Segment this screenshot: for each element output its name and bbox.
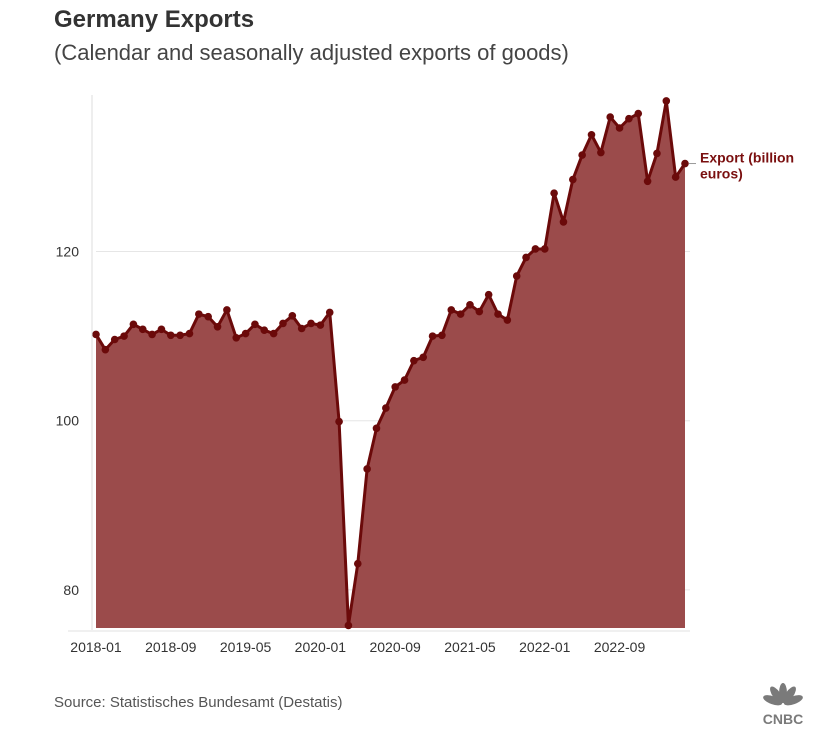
data-point (325, 308, 334, 317)
data-point (438, 331, 446, 340)
data-point (316, 321, 325, 329)
data-point (185, 329, 194, 338)
y-tick-label: 100 (56, 413, 80, 429)
y-tick-label: 120 (56, 244, 80, 260)
data-point (634, 109, 643, 118)
data-point (260, 326, 269, 335)
x-tick-label: 2020-09 (369, 639, 421, 655)
data-point (223, 306, 231, 314)
data-point (419, 353, 428, 362)
data-point (213, 323, 222, 331)
series-label: Export (billion euros) (700, 150, 794, 182)
area-chart: 80 100 120 2018-01 2018-09 2019-05 2020-01 202… (56, 95, 794, 655)
data-point (288, 312, 297, 320)
logo-text: CNBC (763, 711, 803, 726)
data-point (410, 356, 418, 365)
data-point (344, 621, 353, 630)
data-point (232, 334, 241, 342)
data-point (587, 130, 596, 139)
data-point (597, 148, 605, 157)
y-tick-label: 80 (63, 582, 79, 598)
data-point (372, 424, 381, 433)
data-point (101, 345, 110, 354)
data-point (550, 189, 558, 197)
x-tick-label: 2022-09 (594, 639, 646, 655)
x-tick-label: 2019-05 (220, 639, 272, 655)
data-point (522, 253, 530, 262)
data-point (447, 306, 456, 314)
data-point (540, 245, 549, 253)
data-point (512, 272, 521, 280)
data-point (606, 113, 615, 121)
chart-subtitle: (Calendar and seasonally adjusted export… (54, 40, 569, 65)
data-point (382, 404, 390, 412)
data-point (466, 301, 474, 309)
data-point (671, 173, 680, 181)
data-point (251, 320, 259, 329)
x-tick-label: 2018-09 (145, 639, 197, 655)
series-legend: Export (billion euros) (689, 150, 794, 182)
data-point (400, 376, 409, 384)
chart-title: Germany Exports (54, 6, 255, 33)
x-tick-label: 2020-01 (295, 639, 347, 655)
data-point (578, 151, 586, 159)
data-point (494, 310, 502, 318)
data-point (129, 320, 138, 329)
x-tick-label: 2021-05 (444, 639, 496, 655)
data-point (503, 316, 512, 324)
data-point (662, 97, 671, 105)
data-point (307, 319, 315, 328)
data-point (391, 383, 399, 391)
data-point (241, 329, 250, 338)
data-point (484, 290, 493, 299)
data-point (148, 330, 156, 339)
data-point (643, 177, 652, 186)
x-axis: 2018-01 2018-09 2019-05 2020-01 2020-09 2021-… (68, 95, 690, 655)
data-point (531, 245, 540, 253)
data-point (279, 319, 287, 328)
data-point (195, 310, 203, 318)
data-point (363, 465, 371, 473)
series-line (94, 99, 687, 627)
x-tick-label: 2018-01 (70, 639, 122, 655)
data-point (110, 335, 119, 344)
x-tick-label: 2022-01 (519, 639, 571, 655)
data-point (120, 332, 128, 340)
data-point (625, 114, 633, 123)
data-point (138, 325, 147, 334)
peacock-icon: CNBC (763, 683, 803, 727)
data-point (456, 310, 465, 318)
data-point (204, 312, 212, 321)
data-points (92, 97, 689, 630)
cnbc-logo: CNBC (752, 680, 814, 727)
source-note: Source: Statistisches Bundesamt (Destati… (54, 694, 343, 711)
data-point (157, 325, 166, 334)
data-point (681, 159, 689, 168)
data-point (615, 124, 624, 132)
data-point (269, 329, 278, 338)
y-axis: 80 100 120 (56, 244, 80, 598)
data-point (475, 307, 484, 316)
data-point (335, 417, 343, 426)
data-point (559, 218, 568, 226)
data-point (569, 175, 577, 184)
data-point (166, 331, 175, 340)
data-point (428, 332, 437, 340)
data-point (297, 324, 306, 333)
data-point (176, 331, 184, 340)
data-point (653, 149, 661, 158)
data-point (92, 330, 100, 339)
data-point (353, 559, 362, 568)
area-fill (96, 100, 685, 629)
